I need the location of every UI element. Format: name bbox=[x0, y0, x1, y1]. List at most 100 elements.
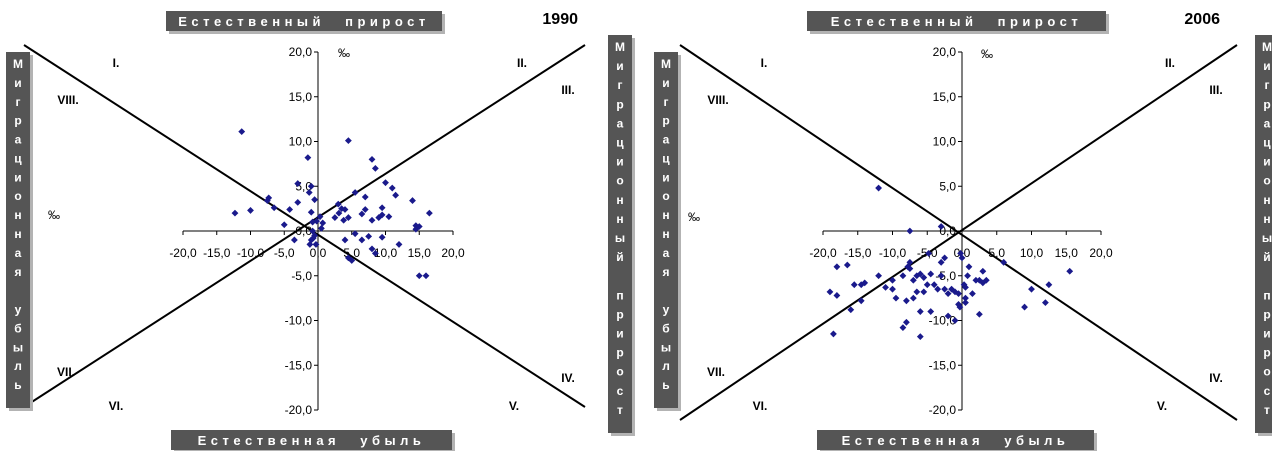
data-point bbox=[875, 184, 882, 192]
data-point bbox=[294, 180, 302, 187]
data-point bbox=[280, 221, 288, 229]
data-point bbox=[833, 292, 841, 299]
data-point bbox=[956, 303, 964, 311]
data-point bbox=[316, 213, 324, 221]
y-unit-label: ‰ bbox=[981, 47, 993, 61]
natural-decrease-banner-label: Естественная убыль bbox=[842, 433, 1070, 448]
data-point bbox=[1045, 281, 1053, 289]
data-point bbox=[913, 288, 921, 296]
data-point bbox=[392, 191, 400, 199]
data-point bbox=[969, 290, 976, 298]
data-point bbox=[371, 249, 379, 257]
data-point bbox=[955, 290, 962, 298]
year-label: 2006 bbox=[1184, 11, 1220, 28]
data-point bbox=[903, 318, 910, 326]
data-point bbox=[934, 285, 942, 293]
data-point bbox=[378, 233, 386, 241]
chart-2006: -20,0-15,0-10,0-5,00,05,010,015,020,0-20… bbox=[654, 11, 1272, 450]
chart-1990: -20,0 -15,0 -10,0 -5,0 0,0 5,0 10,0 15,0 20,0-20… bbox=[6, 11, 632, 450]
y-tick-label: -10,0 bbox=[285, 314, 313, 328]
sector-viii-label: VIII. bbox=[57, 93, 78, 107]
data-point bbox=[307, 236, 315, 244]
y-tick-label: 15,0 bbox=[289, 90, 313, 104]
data-point bbox=[965, 263, 973, 271]
x-tick-label: -10,0 bbox=[879, 246, 907, 260]
x-tick-label: 15,0 bbox=[1055, 246, 1079, 260]
data-point bbox=[909, 276, 917, 284]
data-point bbox=[341, 236, 349, 244]
data-point bbox=[920, 288, 928, 296]
sector-v-label: V. bbox=[1157, 399, 1167, 413]
x-tick-label: 15,0 bbox=[408, 246, 432, 260]
data-point bbox=[425, 209, 433, 217]
x-tick-label: 10,0 bbox=[374, 246, 398, 260]
x-tick-label: -15,0 bbox=[844, 246, 872, 260]
sector-iv-label: IV. bbox=[561, 371, 575, 385]
data-point bbox=[909, 294, 917, 302]
data-point bbox=[892, 294, 900, 302]
diagonal-line-asc bbox=[679, 44, 1238, 421]
data-point bbox=[294, 198, 302, 206]
diagonal-line-asc bbox=[23, 44, 586, 408]
y-tick-label: 5,0 bbox=[939, 179, 956, 193]
sector-iii-label: III. bbox=[561, 83, 574, 97]
data-point bbox=[916, 270, 924, 278]
natural-decrease-banner-box bbox=[171, 430, 452, 450]
data-point bbox=[368, 216, 376, 224]
y-tick-label: 20,0 bbox=[289, 45, 313, 59]
y-tick-label: -15,0 bbox=[285, 358, 313, 372]
sector-v-label: V. bbox=[509, 399, 519, 413]
sector-vi-label: VI. bbox=[109, 399, 124, 413]
y-tick-label: -15,0 bbox=[929, 358, 957, 372]
data-point bbox=[361, 193, 369, 201]
sector-vii-label: VII. bbox=[57, 365, 75, 379]
data-point bbox=[925, 249, 933, 257]
data-point bbox=[265, 194, 273, 202]
data-point bbox=[361, 206, 369, 213]
x-tick-label: 10,0 bbox=[1020, 246, 1044, 260]
data-point bbox=[962, 294, 969, 302]
data-point bbox=[375, 214, 383, 221]
y-tick-label: 10,0 bbox=[933, 135, 957, 149]
natural-increase-banner: Естественный прирост bbox=[166, 11, 442, 31]
data-point bbox=[304, 154, 312, 162]
x-unit-label: ‰ bbox=[688, 210, 700, 224]
data-point bbox=[382, 179, 389, 187]
data-point bbox=[982, 276, 990, 284]
data-point bbox=[422, 272, 430, 280]
data-point bbox=[1021, 303, 1028, 311]
sector-i-label: I. bbox=[113, 56, 120, 70]
data-point bbox=[861, 279, 869, 287]
data-point bbox=[920, 274, 928, 281]
data-point bbox=[899, 324, 907, 332]
data-point bbox=[344, 137, 352, 145]
x-tick-label: -20,0 bbox=[809, 246, 837, 260]
natural-decrease-banner-label: Естественная убыль bbox=[198, 433, 426, 448]
data-point bbox=[341, 206, 349, 213]
data-point bbox=[1028, 285, 1035, 293]
data-point bbox=[927, 308, 935, 315]
data-point bbox=[415, 272, 423, 280]
data-point bbox=[962, 283, 969, 291]
y-tick-label: 10,0 bbox=[289, 135, 313, 149]
sector-ii-label: II. bbox=[517, 56, 527, 70]
year-label: 1990 bbox=[542, 11, 578, 28]
data-point bbox=[388, 184, 396, 192]
data-point bbox=[409, 197, 416, 204]
data-point bbox=[358, 236, 366, 244]
data-point bbox=[338, 205, 346, 213]
data-point bbox=[415, 223, 423, 230]
sector-viii-label: VIII. bbox=[707, 93, 728, 107]
data-point bbox=[979, 267, 987, 275]
data-point bbox=[290, 236, 298, 244]
data-point bbox=[348, 257, 356, 264]
data-point bbox=[899, 272, 907, 280]
data-point bbox=[906, 265, 914, 272]
data-point bbox=[351, 230, 359, 238]
data-point bbox=[351, 189, 359, 196]
